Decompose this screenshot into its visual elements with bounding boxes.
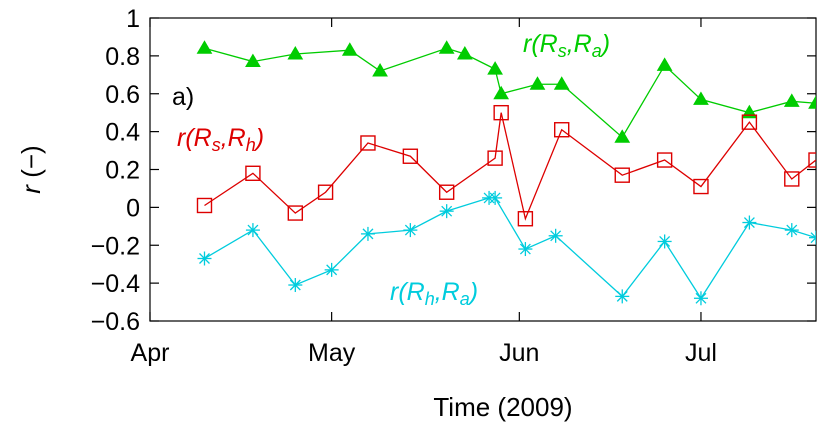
- data-point: [487, 61, 503, 75]
- data-point: [287, 205, 304, 221]
- data-point: [783, 93, 800, 107]
- data-point: [402, 148, 419, 164]
- y-tick-label: 0.8: [105, 43, 140, 71]
- data-point: [372, 63, 388, 77]
- series-labels: r(Rs,Ra) r(Rs,Rh) r(Rh,Ra): [177, 30, 610, 309]
- data-point: [438, 184, 455, 200]
- y-tick-label: −0.4: [91, 270, 140, 298]
- y-tick-label: 1: [126, 5, 140, 33]
- data-point: [487, 150, 503, 166]
- x-axis-title: Time (2009): [433, 392, 572, 422]
- series-label: r(Rs,Rh): [177, 124, 264, 155]
- data-point: [360, 135, 376, 151]
- y-tick-label: 0.6: [105, 81, 140, 109]
- data-point: [656, 152, 673, 168]
- x-axis: Apr May Jun Jul: [131, 18, 717, 367]
- data-point: [784, 223, 799, 238]
- data-point: [438, 40, 455, 54]
- data-point: [741, 114, 758, 130]
- y-tick-label: 0.2: [105, 157, 140, 185]
- data-point: [808, 152, 816, 168]
- data-point: [808, 95, 816, 109]
- data-point: [488, 190, 503, 205]
- data-point: [341, 42, 358, 56]
- data-point: [518, 242, 533, 257]
- series-line: [204, 112, 816, 221]
- y-axis-title: r (−): [16, 145, 46, 193]
- x-tick-label: Apr: [131, 339, 170, 367]
- data-point: [614, 167, 630, 183]
- data-point: [784, 171, 800, 187]
- data-point: [742, 215, 757, 230]
- series-label: r(Rh,Ra): [390, 278, 478, 309]
- x-tick-label: Jul: [685, 339, 717, 367]
- data-point: [809, 230, 816, 245]
- y-tick-label: 0: [126, 194, 140, 222]
- data-point: [245, 223, 260, 238]
- panel-label: a): [172, 83, 194, 111]
- data-point: [493, 104, 509, 121]
- data-point: [360, 226, 375, 241]
- y-tick-label: −0.6: [91, 308, 140, 336]
- data-point: [403, 223, 418, 238]
- data-point: [614, 129, 631, 143]
- data-point: [554, 122, 570, 138]
- data-point: [317, 184, 334, 200]
- series-line: [204, 47, 816, 139]
- data-point: [693, 91, 709, 105]
- series-2: [197, 190, 816, 306]
- series-1: [196, 104, 816, 227]
- data-point: [456, 45, 473, 60]
- data-point: [287, 45, 304, 60]
- data-point: [245, 165, 261, 181]
- x-tick-label: May: [308, 339, 356, 367]
- data-point: [529, 76, 546, 90]
- data-point: [693, 178, 709, 195]
- series-label: r(Rs,Ra): [523, 30, 610, 61]
- data-point: [288, 278, 303, 293]
- data-point: [493, 85, 510, 100]
- data-point: [196, 40, 213, 54]
- y-tick-label: −0.2: [91, 232, 140, 260]
- data-point: [657, 234, 672, 249]
- y-axis: −0.6 −0.4 −0.2 0 0.2 0.4 0.6 0.8 1: [91, 5, 816, 336]
- data-point: [553, 76, 570, 90]
- series-layer: [196, 40, 816, 306]
- data-point: [693, 291, 708, 306]
- data-point: [517, 211, 534, 227]
- data-point: [656, 57, 673, 71]
- data-point: [245, 53, 261, 68]
- data-point: [439, 204, 454, 219]
- data-point: [615, 289, 630, 304]
- series-0: [196, 40, 816, 143]
- data-point: [548, 228, 563, 243]
- data-point: [196, 197, 213, 214]
- y-tick-label: 0.4: [105, 119, 140, 147]
- data-point: [197, 251, 212, 266]
- data-point: [324, 262, 339, 277]
- x-tick-label: Jun: [499, 339, 539, 367]
